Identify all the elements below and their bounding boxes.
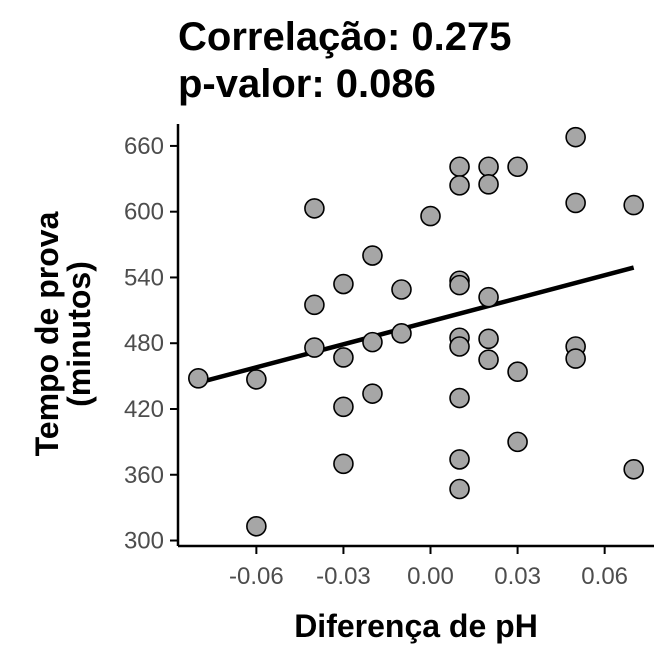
scatter-point [391, 279, 412, 300]
y-tick-label: 600 [124, 199, 164, 226]
scatter-point [420, 205, 441, 227]
scatter-point [449, 478, 470, 500]
y-axis-title-line-2: (minutos) [61, 261, 97, 407]
x-axis-title: Diferença de pH [294, 608, 538, 644]
scatter-point [333, 453, 354, 475]
scatter-point [362, 331, 383, 353]
scatter-point [246, 515, 267, 537]
scatter-point [246, 369, 267, 390]
scatter-point [565, 126, 586, 148]
scatter-point [333, 396, 354, 418]
regression-line [197, 265, 635, 385]
scatter-point [449, 449, 470, 470]
scatter-point [565, 192, 586, 214]
scatter-point [623, 458, 644, 480]
scatter-point [507, 431, 528, 453]
scatter-point [623, 194, 644, 216]
x-tick-label: 0.06 [581, 563, 628, 590]
scatter-point [478, 156, 499, 178]
scatter-point [478, 286, 499, 308]
x-tick-label: -0.03 [316, 563, 371, 590]
scatter-point [449, 156, 470, 178]
scatter-point [304, 198, 325, 219]
x-axis-ticks: -0.06 -0.03 0.00 0.03 0.06 [229, 546, 628, 590]
y-tick-label: 420 [124, 396, 164, 423]
scatter-point [449, 336, 470, 357]
scatter-point [333, 273, 354, 295]
y-axis-title-line-1: Tempo de prova [29, 211, 65, 456]
data-points [188, 126, 644, 537]
y-axis-title: Tempo de prova (minutos) [29, 211, 97, 456]
scatter-point [478, 349, 499, 370]
y-axis-ticks: 300 360 420 480 540 600 660 [124, 133, 178, 555]
chart-title-line-2: p-valor: 0.086 [178, 62, 436, 106]
chart-title-line-1: Correlação: 0.275 [178, 15, 512, 59]
scatter-point [507, 361, 528, 383]
y-tick-label: 360 [124, 462, 164, 489]
y-tick-label: 540 [124, 264, 164, 291]
scatter-point [449, 274, 470, 296]
scatter-point [449, 175, 470, 196]
x-tick-label: 0.00 [407, 563, 454, 590]
scatter-point [565, 348, 586, 369]
y-tick-label: 660 [124, 133, 164, 160]
scatter-point [478, 173, 499, 195]
scatter-point [362, 383, 383, 404]
x-tick-label: 0.03 [494, 563, 541, 590]
scatter-point [391, 323, 412, 344]
scatter-point [449, 387, 470, 409]
regression-line-group [197, 265, 635, 385]
y-tick-label: 300 [124, 528, 164, 555]
scatter-point [304, 337, 325, 358]
scatter-point [333, 347, 354, 368]
y-tick-label: 480 [124, 330, 164, 357]
scatter-point [188, 367, 209, 389]
x-tick-label: -0.06 [229, 563, 284, 590]
scatter-point [478, 328, 499, 350]
scatter-point [304, 294, 325, 316]
scatter-point [507, 156, 528, 178]
scatter-point [362, 245, 383, 266]
